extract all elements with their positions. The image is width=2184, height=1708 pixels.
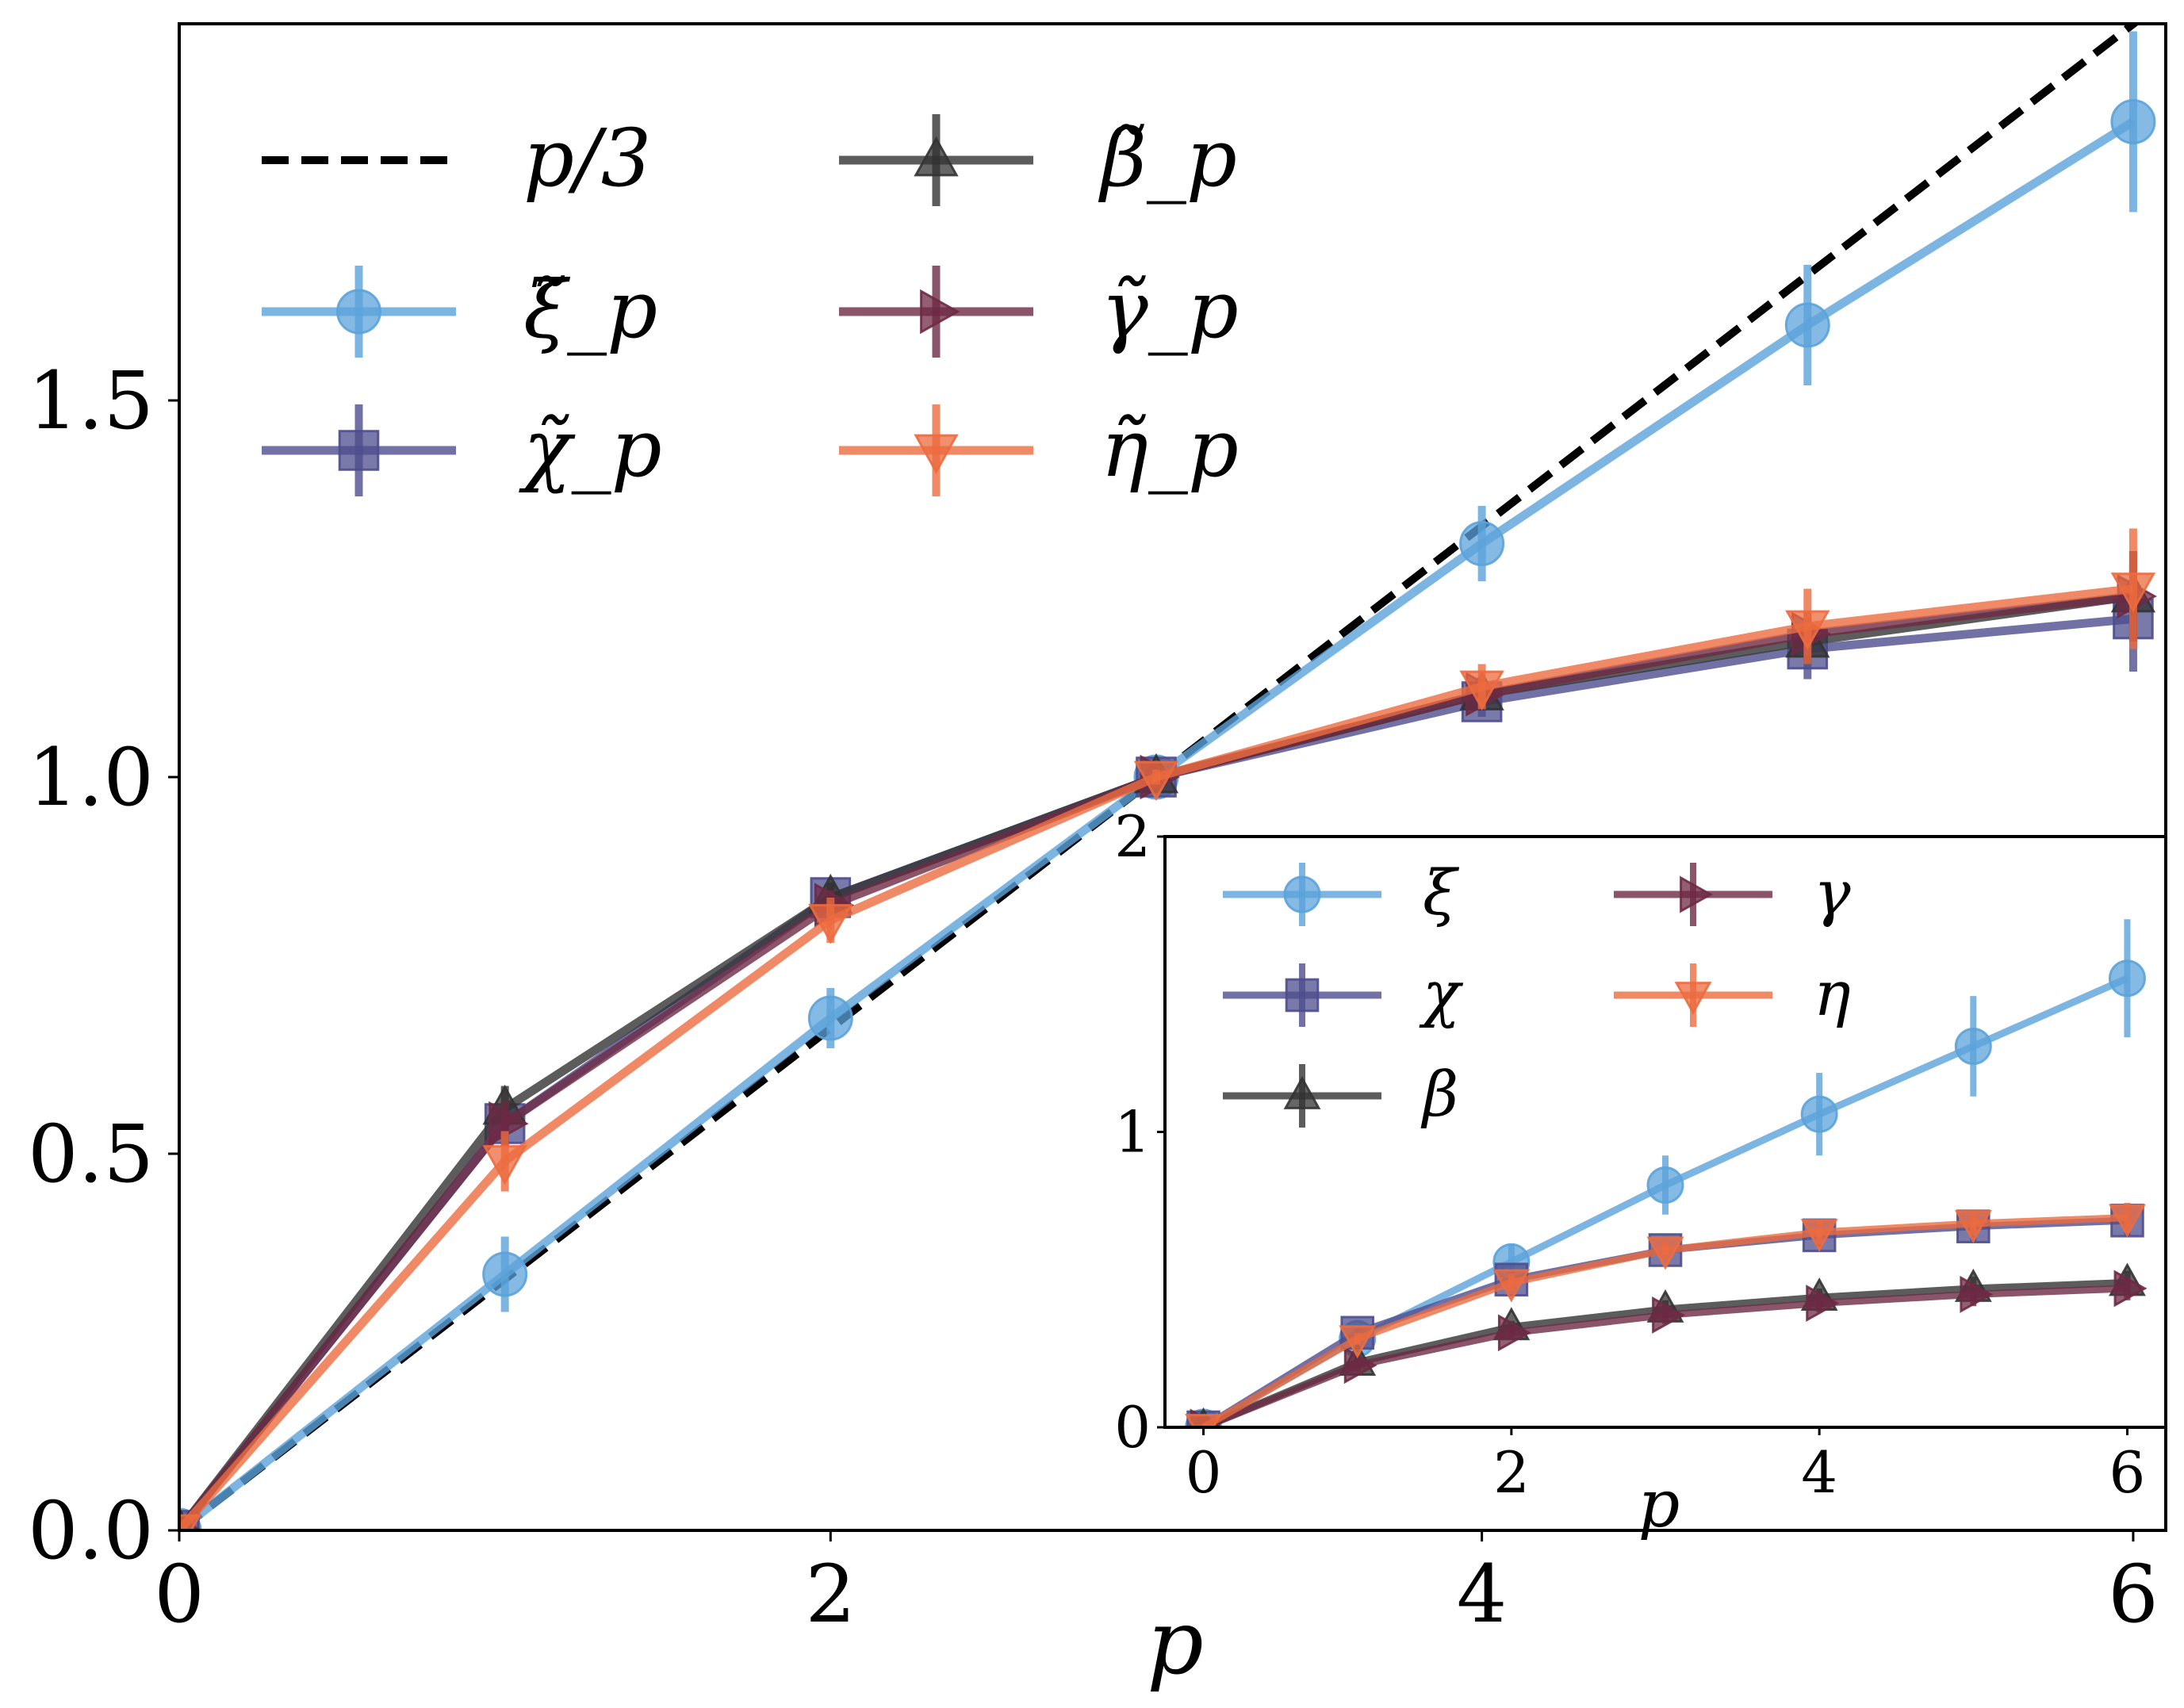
- data-point-xi: [1954, 1027, 1992, 1065]
- legend-marker-eta: [1674, 982, 1712, 1016]
- legend-label-gamma: γ̃_p: [1101, 263, 1239, 356]
- data-point-eta: [179, 1514, 202, 1530]
- legend-label-beta: β: [1420, 1059, 1458, 1131]
- data-point-eta: [1185, 1414, 1222, 1427]
- inset-ticks: 0 2 4 6 0 1 2: [1114, 803, 2145, 1506]
- data-point-eta: [1133, 760, 1179, 802]
- data-point-eta: [1492, 1269, 1531, 1303]
- y-tick-label: 1: [1114, 1099, 1151, 1166]
- legend-label-xi: ξ: [1423, 858, 1460, 929]
- data-point-xi: [2108, 959, 2146, 998]
- legend-marker-beta: [1283, 1075, 1321, 1109]
- y-tick-label: 0.5: [28, 1108, 154, 1201]
- data-point-eta: [1339, 1325, 1377, 1359]
- legend-marker-chi: [1285, 978, 1320, 1013]
- legend-entry-chi: χ̃_p: [262, 402, 662, 496]
- data-point-eta: [2109, 1204, 2146, 1238]
- series-gamma: [1190, 1270, 2148, 1427]
- inset-background: [1165, 837, 2166, 1427]
- x-tick-label: 4: [1801, 1439, 1837, 1506]
- data-point-xi: [482, 1251, 528, 1297]
- x-tick-label: 4: [1457, 1548, 1508, 1641]
- y-tick-label: 1.0: [28, 731, 154, 824]
- legend-label-beta: β̃_p: [1098, 112, 1237, 205]
- data-point-xi: [1784, 302, 1830, 348]
- legend-entry-xi: ξ: [1223, 858, 1460, 929]
- x-tick-label: 2: [805, 1548, 856, 1641]
- data-point-xi: [2110, 99, 2156, 144]
- data-point-eta: [808, 904, 853, 944]
- legend-label-gamma: γ: [1814, 858, 1851, 929]
- main-plot: p/3 ξ̃_p χ̃_p β̃_p γ̃_p η̃_p 0 2 4 6 0.0 0.5 1.0 1.5…: [28, 22, 2167, 1695]
- legend-label-eta: η: [1814, 959, 1851, 1030]
- legend-marker-xi: [1283, 875, 1321, 913]
- legend-marker-chi: [338, 430, 380, 471]
- data-point-gamma: [1497, 1314, 1531, 1352]
- legend-label-p-over-3: p/3: [523, 112, 651, 205]
- data-point-eta: [1800, 1219, 1838, 1253]
- legend-entry-gamma: γ̃_p: [839, 263, 1239, 358]
- legend-label-eta: η̃_p: [1101, 402, 1239, 495]
- data-point-gamma: [2113, 1270, 2148, 1308]
- legend-entry-beta: β: [1223, 1059, 1458, 1131]
- legend-marker-gamma: [1680, 875, 1714, 913]
- legend-label-chi: χ: [1419, 959, 1464, 1030]
- legend-entry-gamma: γ: [1614, 858, 1851, 929]
- legend-entry-eta: η: [1614, 959, 1851, 1030]
- legend-marker-gamma: [920, 289, 960, 335]
- y-tick-label: 0.0: [28, 1484, 154, 1577]
- y-tick-label: 1.5: [28, 354, 154, 447]
- data-point-gamma: [1652, 1296, 1686, 1334]
- legend-marker-xi: [336, 289, 381, 335]
- legend-entry-p-over-3: p/3: [262, 112, 651, 205]
- main-x-axis-label: p: [1147, 1591, 1204, 1695]
- series-eta: [179, 528, 2156, 1530]
- legend-entry-eta: η̃_p: [839, 402, 1239, 496]
- y-tick-label: 2: [1114, 803, 1151, 870]
- main-legend: p/3 ξ̃_p χ̃_p β̃_p γ̃_p η̃_p: [262, 112, 1239, 496]
- x-tick-label: 6: [2108, 1548, 2159, 1641]
- legend-entry-chi: χ: [1223, 959, 1464, 1030]
- data-point-eta: [1785, 610, 1830, 651]
- x-tick-label: 0: [1186, 1439, 1222, 1506]
- data-point-xi: [1800, 1095, 1838, 1133]
- data-point-gamma: [1343, 1346, 1377, 1384]
- legend-marker-eta: [914, 434, 959, 475]
- data-point-gamma: [1960, 1275, 1994, 1313]
- inset-legend: ξχβ γη: [1223, 858, 1851, 1131]
- x-tick-label: 2: [1493, 1439, 1530, 1506]
- data-point-eta: [1459, 670, 1504, 711]
- inset-plot: ξχβ γη 0 2 4 6 0 1 2 p: [1114, 803, 2167, 1542]
- x-tick-label: 0: [154, 1548, 205, 1641]
- legend-label-chi: χ̃_p: [519, 402, 662, 495]
- inset-x-axis-label: p: [1638, 1467, 1680, 1542]
- data-point-eta: [1954, 1210, 1992, 1244]
- legend-entry-beta: β̃_p: [839, 112, 1237, 206]
- y-tick-label: 0: [1114, 1394, 1151, 1461]
- main-data-layer: [179, 24, 2158, 1530]
- main-ticks: 0 2 4 6 0.0 0.5 1.0 1.5: [28, 354, 2159, 1641]
- x-tick-label: 6: [2109, 1439, 2146, 1506]
- data-point-gamma: [1806, 1285, 1840, 1323]
- data-point-xi: [1646, 1166, 1684, 1204]
- data-point-xi: [807, 995, 853, 1041]
- inset-data-layer: [1185, 919, 2148, 1427]
- legend-label-xi: ξ̃_p: [523, 263, 657, 356]
- legend-entry-xi: ξ̃_p: [262, 263, 657, 358]
- data-point-eta: [482, 1145, 527, 1185]
- series-eta: [1185, 1202, 2146, 1427]
- data-point-eta: [1646, 1236, 1684, 1270]
- data-point-eta: [2110, 573, 2156, 613]
- legend-marker-beta: [914, 136, 959, 177]
- data-point-xi: [1459, 521, 1505, 566]
